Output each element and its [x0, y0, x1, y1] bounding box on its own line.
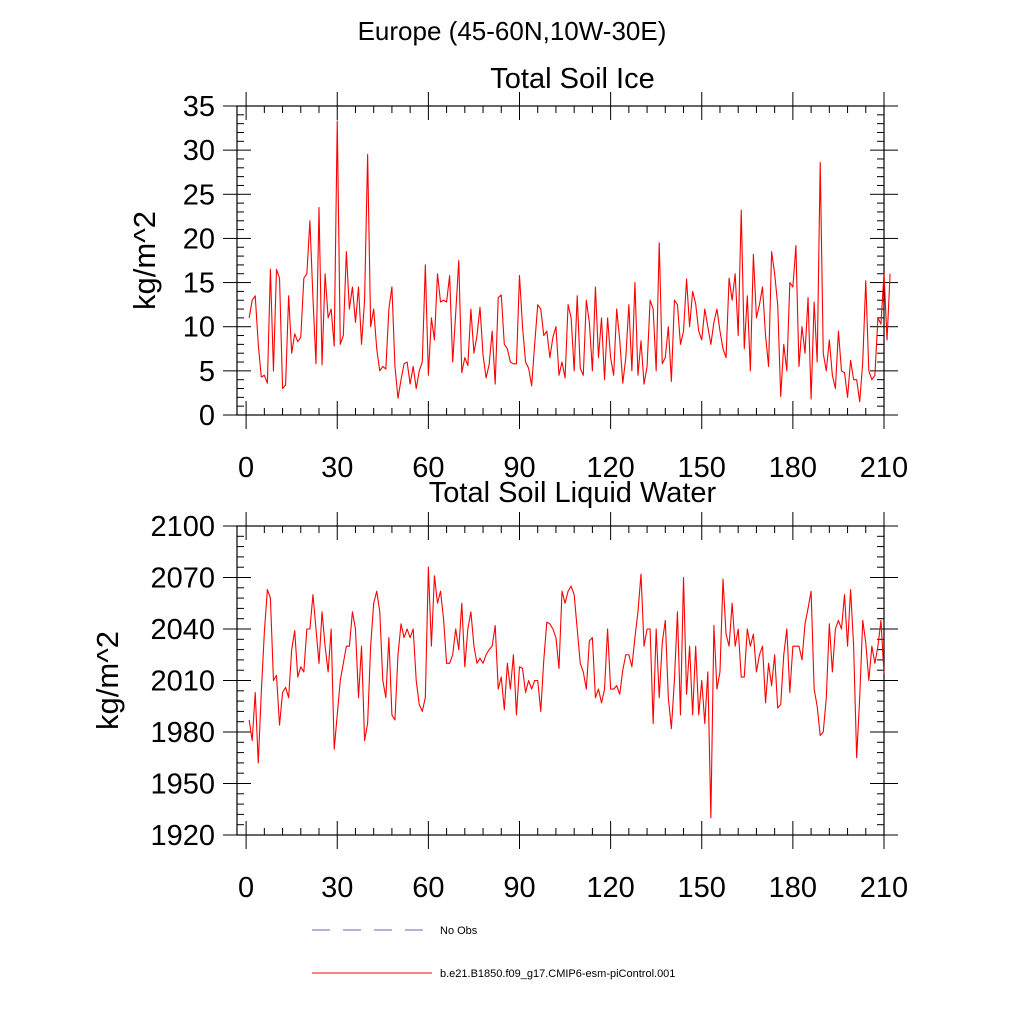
- x-tick-label: 0: [238, 872, 254, 904]
- y-tick-label: 1980: [150, 717, 215, 749]
- plot-frame: [236, 105, 885, 416]
- y-tick-label: 0: [199, 400, 215, 432]
- panel-title: Total Soil Liquid Water: [429, 477, 717, 509]
- y-tick-label: 20: [183, 223, 215, 255]
- x-tick-label: 120: [586, 872, 634, 904]
- soil-ice-panel: Total Soil Ice kg/m^2 0 30 60 90 120 150 180 210 0…: [127, 63, 908, 484]
- series-line: [248, 120, 891, 403]
- x-tick-label: 90: [503, 452, 535, 484]
- y-tick-label: 35: [183, 91, 215, 123]
- y-axis-label: kg/m^2: [127, 211, 162, 310]
- y-tick-label: 2100: [150, 511, 215, 543]
- legend-label: b.e21.B1850.f09_g17.CMIP6-esm-piControl.…: [440, 968, 675, 980]
- y-tick-label: 25: [183, 179, 215, 211]
- x-tick-label: 150: [678, 452, 726, 484]
- y-tick-label: 10: [183, 312, 215, 344]
- x-tick-label: 180: [769, 872, 817, 904]
- series-line: [248, 566, 885, 819]
- x-tick-label: 150: [678, 872, 726, 904]
- plot-frame: [236, 525, 885, 836]
- y-tick-label: 1920: [150, 820, 215, 852]
- y-axis-label: kg/m^2: [90, 631, 125, 730]
- legend-label: No Obs: [440, 925, 478, 937]
- y-tick-label: 2070: [150, 563, 215, 595]
- x-tick-label: 120: [586, 452, 634, 484]
- x-tick-label: 90: [503, 872, 535, 904]
- x-tick-label: 30: [321, 452, 353, 484]
- y-tick-label: 2040: [150, 614, 215, 646]
- x-tick-label: 210: [860, 452, 908, 484]
- y-tick-label: 5: [199, 356, 215, 388]
- figure-title: Europe (45-60N,10W-30E): [357, 16, 667, 46]
- x-tick-label: 60: [412, 872, 444, 904]
- x-tick-label: 180: [769, 452, 817, 484]
- legend: No Obs b.e21.B1850.f09_g17.CMIP6-esm-piCo…: [312, 925, 675, 980]
- soil-liquid-water-panel: Total Soil Liquid Water kg/m^2 0 30 60 90 120 1…: [90, 477, 908, 904]
- y-tick-label: 1950: [150, 769, 215, 801]
- x-tick-label: 0: [238, 452, 254, 484]
- y-tick-label: 2010: [150, 666, 215, 698]
- y-tick-label: 30: [183, 135, 215, 167]
- y-tick-label: 15: [183, 268, 215, 300]
- x-tick-label: 210: [860, 872, 908, 904]
- x-tick-label: 60: [412, 452, 444, 484]
- x-tick-label: 30: [321, 872, 353, 904]
- panel-title: Total Soil Ice: [490, 63, 654, 95]
